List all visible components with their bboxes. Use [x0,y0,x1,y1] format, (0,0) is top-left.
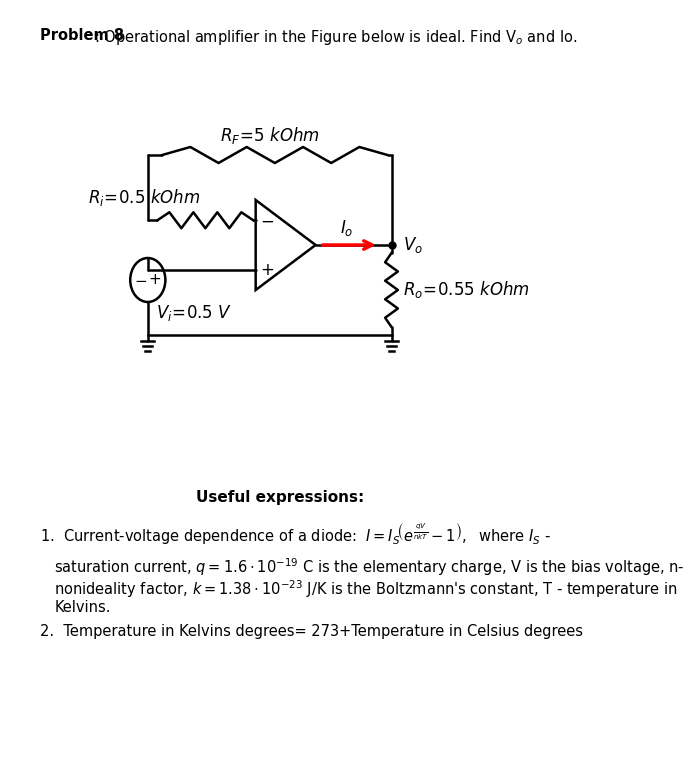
Text: $-$: $-$ [134,273,147,287]
Text: $I_o$: $I_o$ [340,218,354,238]
Text: $R_F\!=\!5\ kOhm$: $R_F\!=\!5\ kOhm$ [220,124,320,145]
Text: $V_o$: $V_o$ [402,235,423,255]
Text: Useful expressions:: Useful expressions: [195,490,364,505]
Text: saturation current, $q = 1.6 \cdot 10^{-19}$ C is the elementary charge, V is th: saturation current, $q = 1.6 \cdot 10^{-… [55,556,685,578]
Text: : Operational amplifier in the Figure below is ideal. Find V$_o$ and Io.: : Operational amplifier in the Figure be… [94,28,578,47]
Text: Problem 8: Problem 8 [40,28,124,43]
Text: 1.  Current-voltage dependence of a diode:  $I = I_S\!\left(e^{\frac{qV}{nkT}} -: 1. Current-voltage dependence of a diode… [40,522,551,547]
Text: $V_i\!=\!0.5\ V$: $V_i\!=\!0.5\ V$ [156,303,232,323]
Text: $-$: $-$ [260,211,274,230]
Text: Kelvins.: Kelvins. [55,600,111,615]
Text: $+$: $+$ [260,261,274,279]
Text: 2.  Temperature in Kelvins degrees= 273+Temperature in Celsius degrees: 2. Temperature in Kelvins degrees= 273+T… [40,624,583,639]
Text: $R_o\!=\!0.55\ kOhm$: $R_o\!=\!0.55\ kOhm$ [402,280,530,301]
Text: nonideality factor, $k = 1.38 \cdot 10^{-23}$ J/K is the Boltzmann's constant, T: nonideality factor, $k = 1.38 \cdot 10^{… [55,578,678,600]
Text: $+$: $+$ [148,273,162,287]
Text: $R_i\!=\!0.5\ kOhm$: $R_i\!=\!0.5\ kOhm$ [88,187,200,208]
